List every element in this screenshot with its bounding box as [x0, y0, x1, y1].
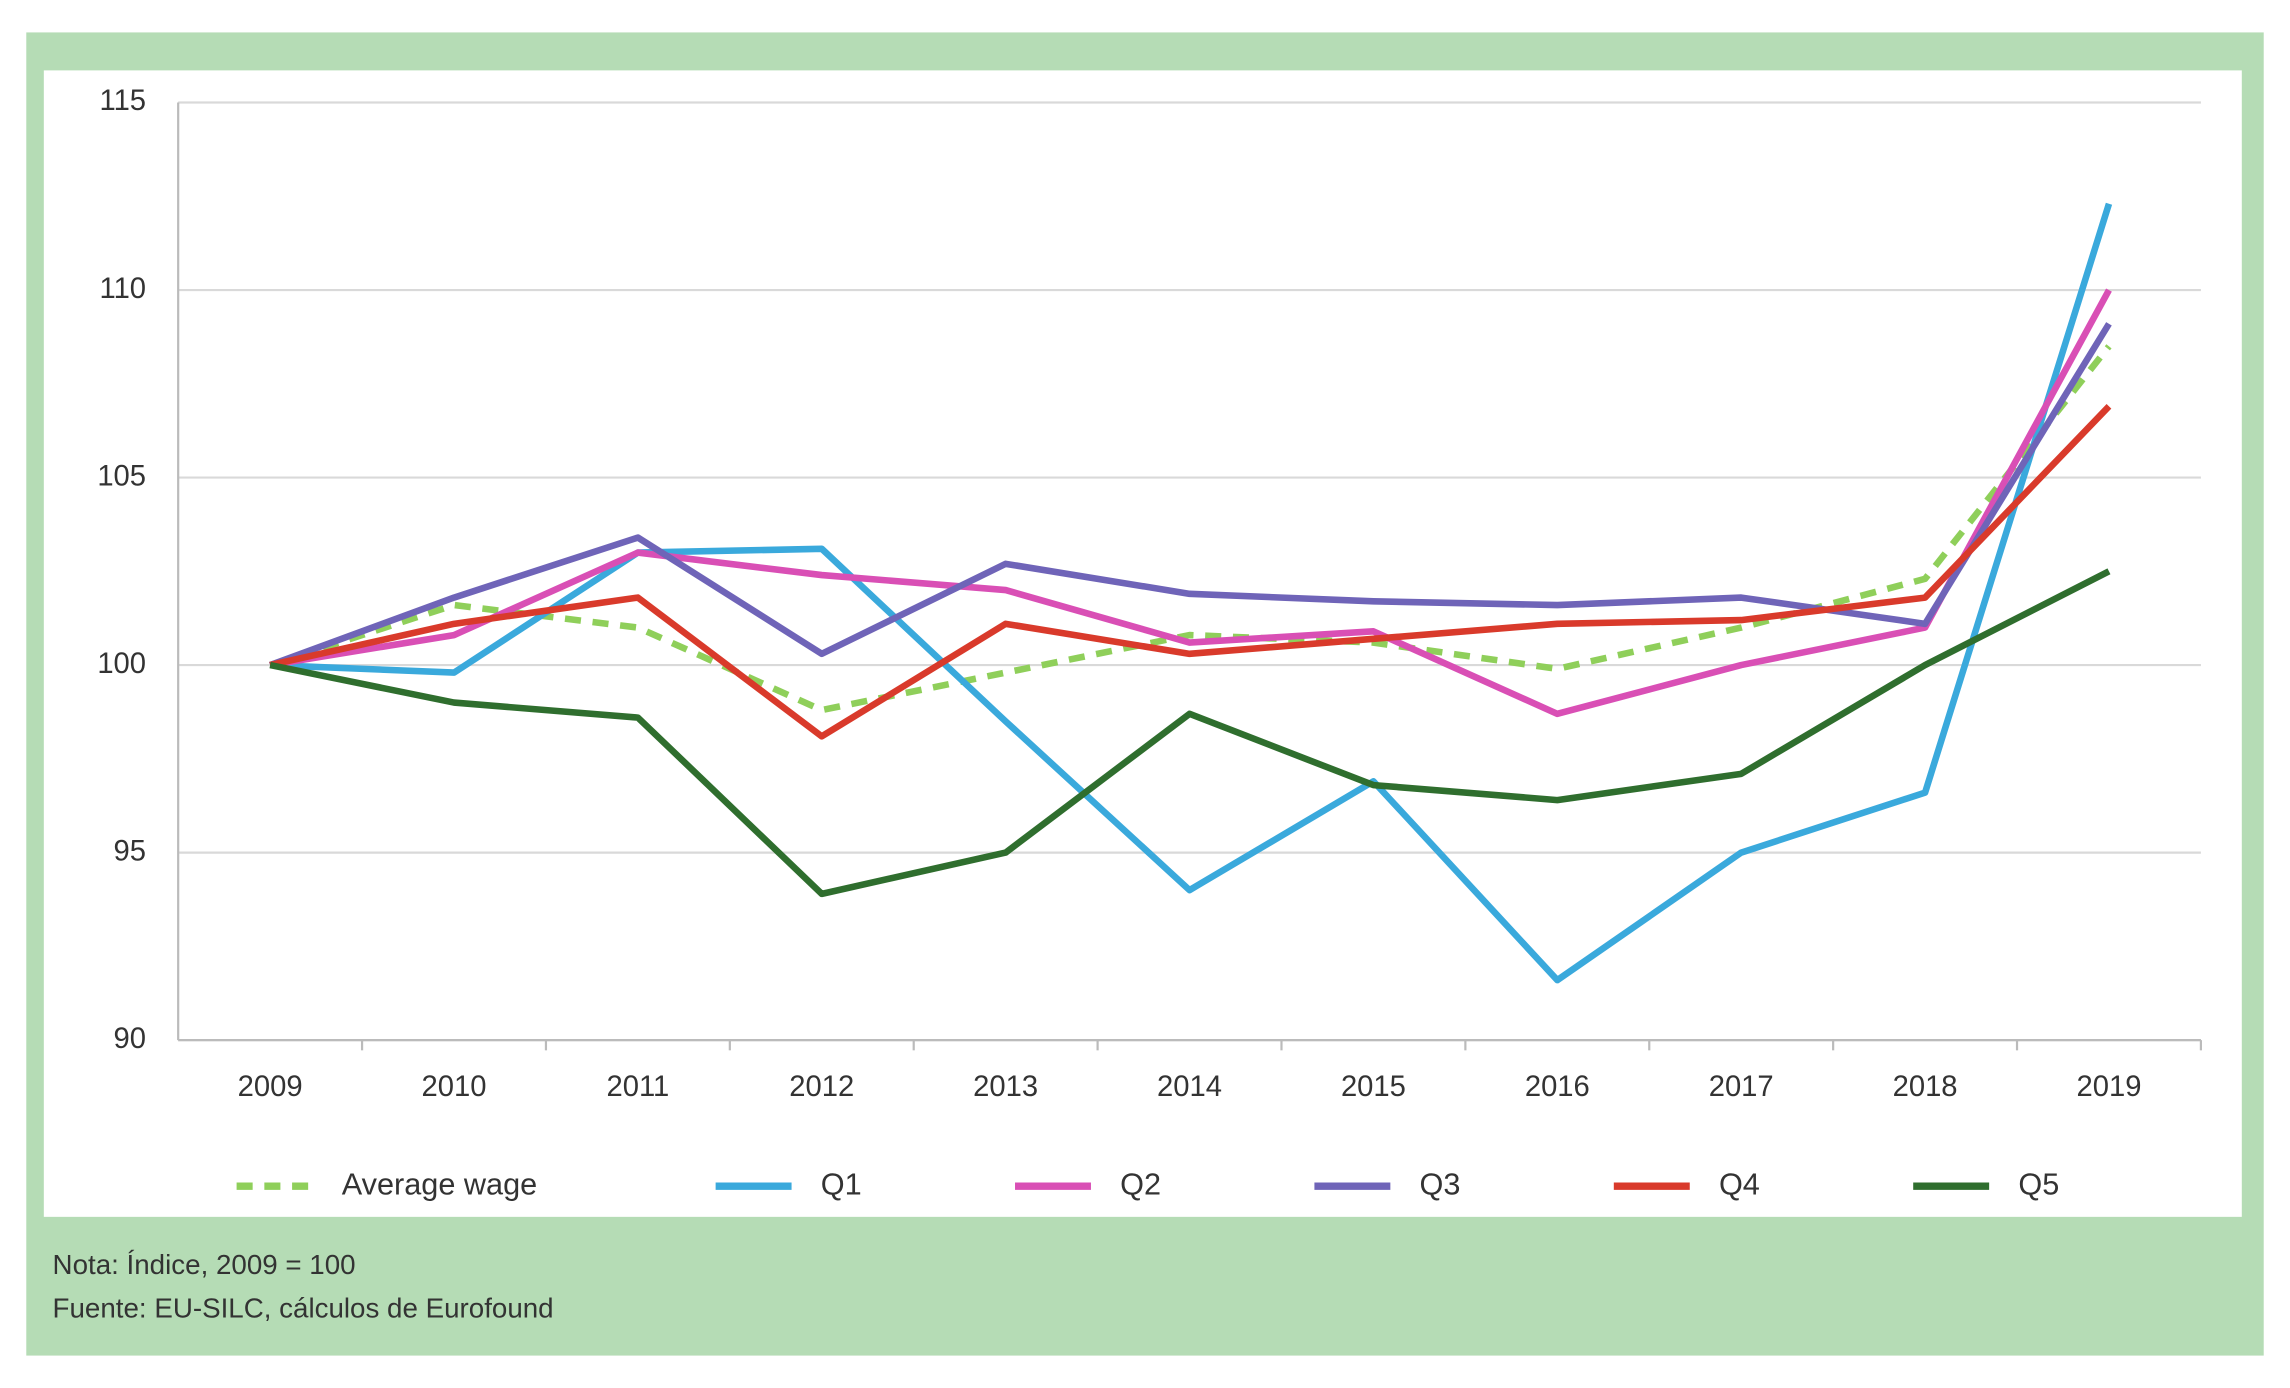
series-line [269, 404, 2112, 740]
series-line [269, 344, 2112, 714]
x-tick-label: 2011 [607, 1071, 670, 1103]
series-line [269, 568, 2111, 898]
y-tick-label: 90 [114, 1023, 146, 1055]
x-tick-label: 2013 [973, 1071, 1038, 1103]
x-tick-label: 2019 [2077, 1071, 2142, 1103]
y-tick-label: 100 [97, 648, 146, 680]
y-tick-label: 110 [100, 273, 147, 305]
x-tick-label: 2016 [1525, 1071, 1590, 1103]
legend-label: Q3 [1420, 1167, 1461, 1201]
x-tick-label: 2010 [422, 1071, 487, 1103]
legend-label: Q2 [1120, 1167, 1161, 1201]
legend-label: Q5 [2018, 1167, 2059, 1201]
y-tick-label: 105 [97, 460, 146, 492]
series-line [269, 288, 2112, 718]
note: Nota: Índice, 2009 = 100 [53, 1249, 356, 1280]
source: Fuente: EU-SILC, cálculos de Eurofound [53, 1293, 554, 1324]
x-tick-label: 2015 [1341, 1071, 1406, 1103]
legend-label: Q4 [1719, 1167, 1760, 1201]
series-line [269, 202, 2113, 984]
legend-label: Average wage [342, 1167, 537, 1201]
y-tick-label: 115 [100, 85, 147, 117]
x-tick-label: 2018 [1893, 1071, 1958, 1103]
x-tick-label: 2014 [1157, 1071, 1222, 1103]
x-tick-label: 2009 [238, 1071, 303, 1103]
x-tick-label: 2012 [789, 1071, 854, 1103]
x-tick-label: 2017 [1709, 1071, 1774, 1103]
legend-label: Q1 [821, 1167, 862, 1201]
y-tick-label: 95 [114, 835, 146, 867]
series-line [268, 322, 2112, 669]
